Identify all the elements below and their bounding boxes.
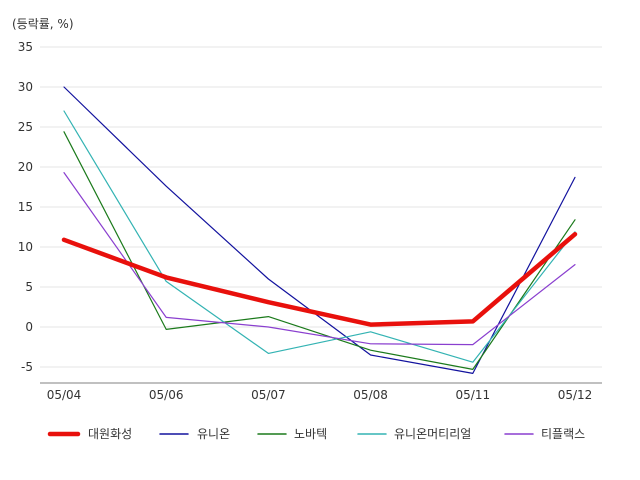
y-axis-label: (등락률, %) [12, 17, 74, 31]
legend-item: 유니온머티리얼 [357, 427, 471, 441]
legend-item: 티플랙스 [504, 427, 585, 441]
x-tick-labels: 05/04 05/06 05/07 05/08 05/11 05/12 [47, 388, 593, 402]
legend-item: 노바텍 [257, 427, 327, 441]
y-tick-label: 0 [25, 320, 33, 334]
legend-item: 대원화성 [47, 427, 132, 441]
legend-label: 유니온머티리얼 [394, 427, 471, 441]
legend: 대원화성 유니온 노바텍 유니온머티리얼 티플랙스 [47, 427, 585, 441]
x-tick-label: 05/07 [251, 388, 286, 402]
legend-label: 노바텍 [294, 427, 327, 441]
y-tick-label: 25 [18, 120, 33, 134]
y-tick-label: 5 [25, 280, 33, 294]
y-tick-label: 35 [18, 40, 33, 54]
legend-label: 유니온 [197, 427, 230, 441]
line-series-1 [61, 231, 578, 327]
x-tick-label: 05/11 [456, 388, 491, 402]
y-tick-label: -5 [21, 360, 33, 374]
gridlines [40, 46, 602, 384]
line-series-5 [63, 172, 576, 346]
y-tick-label: 30 [18, 80, 33, 94]
y-tick-label: 10 [18, 240, 33, 254]
legend-item: 유니온 [159, 427, 230, 441]
line-series-3 [63, 131, 576, 370]
y-tick-label: 15 [18, 200, 33, 214]
y-tick-label: 20 [18, 160, 33, 174]
line-series-4 [63, 110, 576, 363]
y-tick-labels: 35 30 25 20 15 10 5 0 -5 [18, 40, 33, 374]
legend-label: 대원화성 [88, 427, 132, 441]
x-tick-label: 05/12 [558, 388, 593, 402]
series-lines [61, 86, 578, 374]
x-tick-label: 05/04 [47, 388, 82, 402]
x-tick-label: 05/06 [149, 388, 184, 402]
x-tick-label: 05/08 [353, 388, 388, 402]
legend-label: 티플랙스 [541, 427, 585, 441]
